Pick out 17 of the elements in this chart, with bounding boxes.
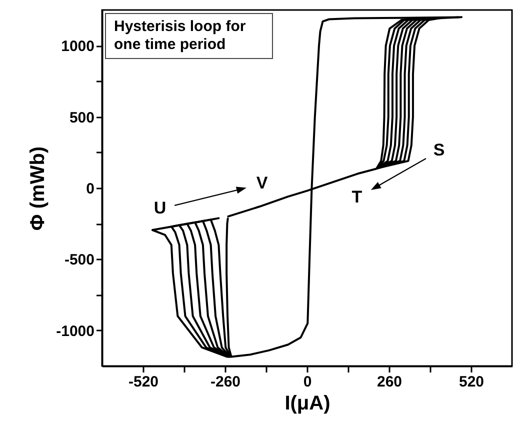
y-tick-label: -1000 [56,322,94,340]
annotation: S [433,140,445,160]
y-axis-title: Φ (mWb) [27,146,50,231]
y-tick-label: -500 [64,252,94,269]
x-axis-title: I(μA) [284,392,330,414]
y-tick-label: 0 [86,180,94,198]
x-tick-label: 260 [376,374,402,390]
x-tick-label: 520 [458,374,484,390]
y-tick-label: 500 [69,109,94,126]
annotation: U [154,198,166,218]
x-tick-label: -260 [210,374,241,390]
annotation: T [352,187,363,206]
x-tick-label: 0 [303,374,312,390]
annotation: V [256,173,268,192]
x-tick-label: -520 [128,374,159,390]
annotation: Hysterisis loop for one time period [105,13,273,59]
y-tick-label: 1000 [61,38,94,56]
